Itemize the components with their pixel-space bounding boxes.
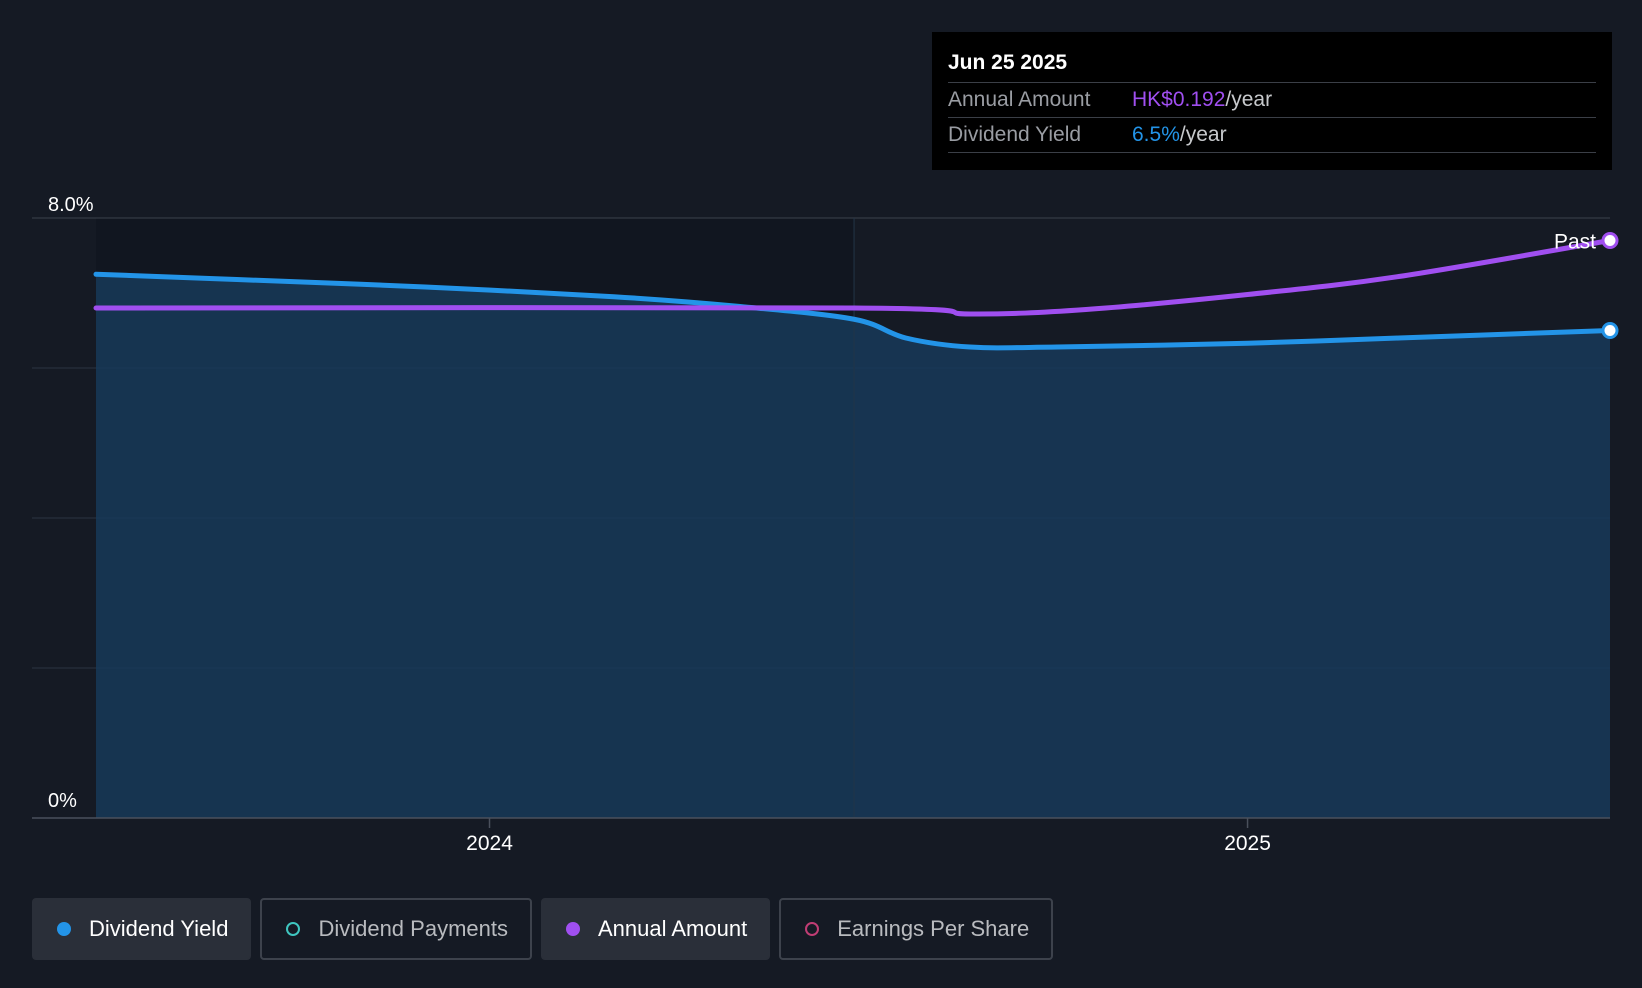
tooltip-row-dividend-yield: Dividend Yield 6.5%/year <box>948 118 1596 153</box>
tooltip-amount: HK$0.192 <box>1132 88 1226 111</box>
tooltip-amount: 6.5% <box>1132 123 1180 146</box>
tooltip-label: Annual Amount <box>948 88 1091 111</box>
tooltip-value: HK$0.192/year <box>1132 83 1272 117</box>
outline-circle-icon <box>805 922 820 936</box>
legend-label: Annual Amount <box>597 916 748 941</box>
x-ticks: 2024 2025 <box>466 818 1271 855</box>
y-tick-label: 0% <box>48 790 77 812</box>
tooltip-label: Dividend Yield <box>948 123 1082 146</box>
legend-label: Dividend Yield <box>89 916 229 941</box>
x-tick-label: 2025 <box>1224 832 1271 855</box>
filled-circle-icon <box>57 922 71 936</box>
y-tick-label: 8.0% <box>48 194 94 216</box>
legend: Dividend Yield Dividend Payments Annual … <box>32 898 1054 960</box>
dividend-yield-area <box>96 274 1610 818</box>
annual-amount-line <box>93 238 1613 317</box>
legend-label: Dividend Payments <box>318 916 508 941</box>
x-tick-label: 2024 <box>466 832 513 855</box>
tooltip-date: Jun 25 2025 <box>948 48 1596 83</box>
tooltip: Jun 25 2025 Annual Amount HK$0.192/year … <box>932 32 1612 170</box>
legend-item-annual-amount[interactable]: Annual Amount <box>540 898 771 960</box>
dividend-yield-line <box>93 271 1613 351</box>
annual-amount-end-marker[interactable] <box>1601 232 1619 249</box>
legend-item-dividend-payments[interactable]: Dividend Payments <box>260 898 532 960</box>
legend-item-dividend-yield[interactable]: Dividend Yield <box>32 898 252 960</box>
filled-circle-icon <box>565 922 580 936</box>
tooltip-value: 6.5%/year <box>1132 118 1227 152</box>
tooltip-row-annual-amount: Annual Amount HK$0.192/year <box>948 83 1596 118</box>
past-label: Past <box>1554 231 1596 254</box>
legend-label: Earnings Per Share <box>837 916 1030 941</box>
y-ticks: 8.0% 0% <box>48 194 94 812</box>
dividend-yield-end-marker[interactable] <box>1601 322 1619 339</box>
tooltip-unit: /year <box>1225 88 1273 111</box>
tooltip-unit: /year <box>1179 123 1227 146</box>
legend-item-earnings-per-share[interactable]: Earnings Per Share <box>779 898 1054 960</box>
outline-circle-icon <box>286 922 301 936</box>
